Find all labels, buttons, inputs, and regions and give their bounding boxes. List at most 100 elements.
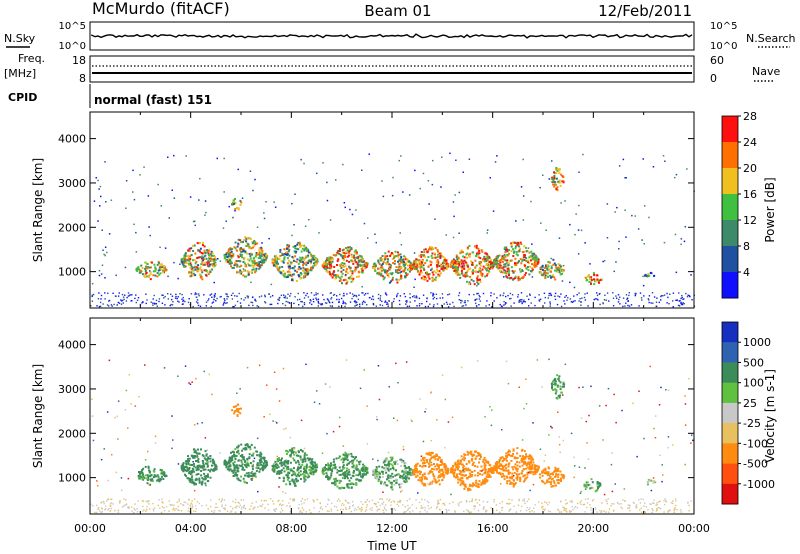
echo-cell bbox=[252, 246, 254, 249]
echo-cell bbox=[314, 465, 316, 468]
echo-cell bbox=[200, 448, 202, 451]
echo-cell bbox=[273, 468, 276, 471]
echo-cell bbox=[146, 263, 149, 265]
echo-cell bbox=[259, 459, 262, 462]
scatter-cell bbox=[311, 303, 313, 306]
echo-cell bbox=[405, 476, 408, 479]
scatter-cell bbox=[227, 296, 229, 298]
scatter-cell bbox=[432, 298, 434, 300]
scatter-cell bbox=[361, 303, 364, 305]
power-x-ticks bbox=[89, 112, 695, 308]
echo-cell bbox=[204, 468, 207, 471]
echo-cell bbox=[351, 462, 354, 465]
echo-cell bbox=[488, 257, 491, 260]
echo-cell bbox=[245, 466, 248, 469]
echo-cell bbox=[183, 265, 186, 268]
scatter-cell bbox=[98, 305, 101, 308]
echo-cell bbox=[510, 276, 513, 279]
scatter-cell bbox=[688, 295, 691, 297]
echo-cell bbox=[209, 470, 212, 473]
sparse-cell bbox=[414, 169, 416, 172]
echo-cell bbox=[432, 247, 435, 250]
echo-cell bbox=[163, 266, 165, 269]
echo-cell bbox=[492, 265, 495, 267]
echo-cell bbox=[196, 242, 199, 245]
echo-cell bbox=[390, 273, 393, 276]
echo-cell bbox=[499, 267, 502, 270]
echo-cell bbox=[395, 482, 398, 484]
echo-cell bbox=[382, 278, 385, 281]
echo-cell bbox=[349, 246, 351, 249]
echo-cell bbox=[251, 264, 254, 267]
echo-cell bbox=[245, 472, 248, 475]
scatter-cell bbox=[655, 301, 658, 303]
echo-cell bbox=[406, 260, 409, 263]
scatter-cell bbox=[187, 301, 190, 304]
echo-cell bbox=[242, 247, 245, 250]
echo-cell bbox=[246, 475, 249, 477]
sparse-cell bbox=[402, 191, 404, 193]
sparse-cell bbox=[427, 180, 430, 182]
echo-cell bbox=[292, 473, 295, 476]
echo-cell bbox=[491, 469, 494, 472]
scatter-cell bbox=[121, 293, 124, 296]
echo-cell bbox=[380, 272, 383, 275]
echo-cell bbox=[431, 252, 434, 255]
echo-cell bbox=[335, 457, 338, 460]
echo-cell bbox=[248, 264, 251, 267]
echo-cell bbox=[287, 461, 289, 464]
echo-cell bbox=[389, 272, 392, 275]
echo-cell bbox=[303, 467, 305, 470]
sparse-cell bbox=[204, 214, 206, 216]
echo-cell bbox=[207, 469, 210, 471]
echo-cell bbox=[209, 258, 212, 261]
echo-cell bbox=[389, 456, 392, 459]
scatter-cell bbox=[137, 297, 140, 299]
echo-cell bbox=[559, 184, 562, 187]
echo-cell bbox=[427, 273, 430, 276]
echo-cell bbox=[229, 247, 232, 250]
echo-cell bbox=[305, 466, 308, 469]
echo-cell bbox=[365, 264, 368, 267]
scatter-cell bbox=[441, 304, 443, 307]
echo-cell bbox=[243, 459, 246, 462]
echo-cell bbox=[324, 262, 327, 265]
echo-cell bbox=[524, 264, 527, 267]
echo-cell bbox=[387, 477, 390, 480]
sparse-cell bbox=[530, 200, 532, 203]
sparse-cell bbox=[642, 275, 644, 278]
sparse-cell bbox=[204, 200, 207, 202]
scatter-cell bbox=[161, 294, 163, 296]
scatter-cell bbox=[379, 299, 381, 301]
scatter-cell bbox=[477, 292, 479, 295]
scatter-cell bbox=[252, 304, 254, 307]
echo-cell bbox=[360, 469, 363, 472]
echo-cell bbox=[135, 268, 138, 271]
echo-cell bbox=[428, 277, 431, 280]
echo-cell bbox=[341, 486, 343, 489]
echo-cell bbox=[209, 476, 212, 479]
echo-cell bbox=[249, 255, 252, 258]
echo-cell bbox=[139, 477, 142, 480]
sparse-cell bbox=[564, 200, 566, 202]
echo-cell bbox=[244, 481, 247, 484]
echo-cell bbox=[511, 472, 514, 475]
echo-cell bbox=[255, 469, 258, 472]
scatter-cell bbox=[264, 302, 267, 304]
echo-cell bbox=[225, 259, 228, 262]
echo-cell bbox=[532, 458, 535, 461]
echo-cell bbox=[384, 256, 387, 259]
echo-cell bbox=[325, 472, 328, 475]
sparse-cell bbox=[133, 198, 136, 201]
echo-cell bbox=[516, 461, 519, 463]
echo-cell bbox=[252, 473, 255, 476]
echo-cell bbox=[537, 467, 540, 470]
echo-cell bbox=[492, 468, 495, 470]
echo-cell bbox=[596, 274, 599, 277]
echo-cell bbox=[409, 261, 412, 264]
sparse-cell bbox=[445, 234, 447, 236]
echo-cell bbox=[544, 274, 547, 277]
echo-cell bbox=[241, 463, 244, 466]
echo-cell bbox=[240, 461, 243, 464]
echo-cell bbox=[145, 265, 147, 268]
